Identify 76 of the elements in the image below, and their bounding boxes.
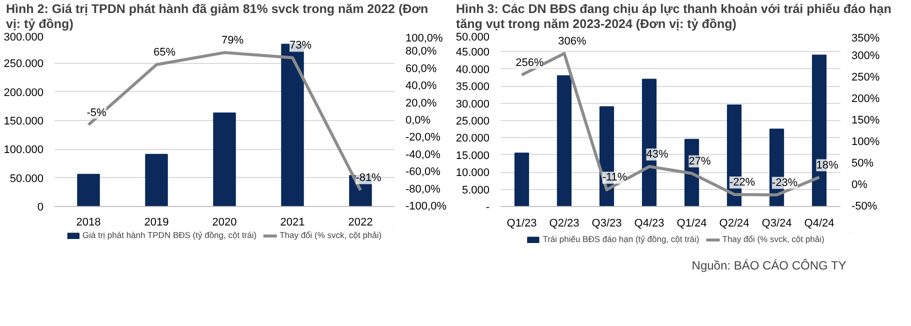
- y-tick-label: 5.000: [462, 184, 490, 196]
- y-tick-label: 300.000: [4, 32, 44, 44]
- y-tick-label: 250.000: [4, 58, 44, 70]
- y-tick-label: 50.000: [10, 172, 44, 185]
- legend-label: Giá trị phát hành TPDN BĐS (tỷ đồng, cột trái): [82, 230, 257, 240]
- text: Nguồn: BÁO CÁO CÔNG TY: [692, 258, 846, 272]
- y-tick-label: 25.000: [456, 116, 490, 128]
- y-tick-label: 30.000: [456, 98, 490, 110]
- x-tick-label: Q3/24: [762, 218, 792, 230]
- data-label: 43%: [646, 148, 668, 161]
- bar: [213, 112, 236, 206]
- data-label: 306%: [558, 35, 587, 48]
- y2-tick-label: 100%: [852, 136, 880, 148]
- legend-label: Thay đổi (% svck, cột phải): [280, 230, 382, 240]
- y-tick-label: 100.000: [4, 144, 44, 156]
- y-tick-label: -: [486, 202, 490, 214]
- legend-label: Thay đổi (% svck, cột phải): [722, 234, 824, 244]
- y2-tick-label: -60,0%: [406, 166, 441, 178]
- y-tick-label: 20.000: [456, 132, 490, 145]
- y2-tick-label: 350%: [852, 32, 880, 44]
- y2-tick-label: 200%: [852, 93, 880, 105]
- y2-tick-label: 300%: [852, 50, 880, 62]
- y-tick-label: 15.000: [456, 150, 490, 162]
- bar: [556, 75, 572, 206]
- y2-tick-label: 100,0%: [406, 32, 444, 44]
- x-tick-label: Q4/24: [804, 218, 834, 230]
- y-tick-label: 200.000: [4, 86, 44, 99]
- y2-tick-label: 150%: [852, 114, 880, 126]
- data-label: 65%: [153, 46, 176, 59]
- data-label: 27%: [688, 155, 711, 168]
- x-tick-label: Q4/23: [634, 218, 664, 230]
- data-label: 18%: [816, 159, 838, 172]
- y-tick-label: 35.000: [456, 81, 490, 94]
- y2-tick-label: -50%: [852, 200, 878, 212]
- chart-title: Hình 2: Giá trị TPDN phát hành đã giảm 81% svck trong năm 2022 (Đơn vị: tỷ đồng): [6, 2, 430, 32]
- data-label: -22%: [729, 176, 756, 188]
- x-tick-label: 2020: [212, 216, 237, 228]
- data-label: -11%: [602, 172, 628, 184]
- x-tick-label: Q2/23: [549, 218, 580, 230]
- x-tick-label: 2018: [76, 216, 101, 228]
- y2-tick-label: 250%: [852, 72, 880, 84]
- y-tick-label: 10.000: [456, 167, 490, 180]
- y2-tick-label: 80,0%: [406, 46, 437, 58]
- chart-title: Hình 3: Các DN BĐS đang chịu áp lực thanh khoản với trái phiếu đáo hạn tăng vụt trong năm 2023-2024 (Đơn vị: tỷ đồng): [456, 2, 892, 32]
- y2-tick-label: -100,0%: [406, 200, 447, 212]
- y-tick-label: 0: [37, 202, 44, 214]
- data-label: -23%: [772, 176, 798, 189]
- x-tick-label: 2021: [280, 216, 305, 228]
- y2-tick-label: -80,0%: [406, 183, 441, 196]
- x-tick-label: 2022: [348, 216, 373, 228]
- y2-tick-label: 50%: [852, 158, 874, 170]
- y-tick-label: 40.000: [456, 64, 490, 76]
- legend-label: Trái phiếu BĐS đáo hạn (tỷ đồng, cột trái): [542, 234, 700, 244]
- bar: [145, 154, 168, 206]
- y-tick-label: 150.000: [4, 116, 44, 128]
- y2-tick-label: 0,0%: [406, 114, 431, 126]
- x-tick-label: Q1/23: [506, 218, 537, 230]
- data-label: -81%: [356, 172, 382, 184]
- x-tick-label: 2019: [144, 216, 169, 228]
- y2-tick-label: 0%: [852, 179, 868, 191]
- y2-tick-label: -20,0%: [406, 132, 441, 144]
- bar: [77, 174, 100, 206]
- y2-tick-label: 20,0%: [406, 97, 437, 110]
- y2-tick-label: -40,0%: [406, 148, 441, 161]
- data-label: 73%: [289, 40, 312, 52]
- data-label: -5%: [86, 106, 106, 119]
- x-tick-label: Q2/24: [719, 218, 750, 230]
- data-label: 256%: [516, 56, 544, 69]
- x-tick-label: Q1/24: [676, 218, 707, 230]
- bar: [514, 152, 530, 206]
- y2-tick-label: 40,0%: [406, 80, 437, 92]
- y2-tick-label: 60,0%: [406, 62, 437, 75]
- x-tick-label: Q3/23: [592, 218, 622, 230]
- y-tick-label: 45.000: [456, 46, 490, 59]
- y-tick-label: 50.000: [456, 32, 490, 44]
- data-label: 79%: [221, 34, 244, 47]
